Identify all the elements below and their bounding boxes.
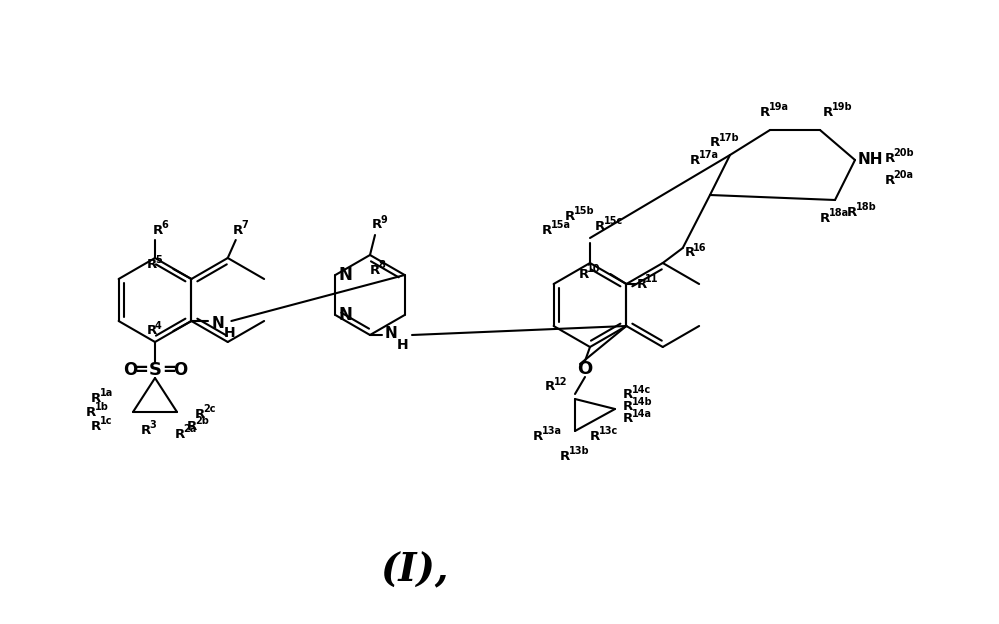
Text: 3: 3 bbox=[150, 420, 156, 430]
Text: 19b: 19b bbox=[831, 102, 852, 112]
Text: 12: 12 bbox=[553, 377, 567, 387]
Text: NH: NH bbox=[858, 152, 883, 167]
Text: R: R bbox=[147, 324, 157, 338]
Text: R: R bbox=[885, 152, 895, 165]
Text: O: O bbox=[173, 361, 187, 379]
Text: R: R bbox=[565, 210, 575, 223]
Text: S: S bbox=[149, 361, 162, 379]
Text: 18b: 18b bbox=[855, 202, 876, 212]
Text: 1c: 1c bbox=[100, 416, 112, 426]
Text: 14c: 14c bbox=[631, 385, 650, 395]
Text: 6: 6 bbox=[162, 220, 168, 230]
Text: R: R bbox=[86, 406, 96, 419]
Text: 9: 9 bbox=[381, 215, 388, 225]
Text: 19a: 19a bbox=[768, 102, 788, 112]
Text: 2b: 2b bbox=[196, 416, 210, 426]
Text: R: R bbox=[760, 105, 770, 119]
Text: 11: 11 bbox=[645, 274, 658, 284]
Text: 18a: 18a bbox=[828, 208, 848, 218]
Text: 15c: 15c bbox=[603, 216, 622, 226]
Text: 13c: 13c bbox=[598, 426, 617, 436]
Text: R: R bbox=[147, 258, 157, 271]
Text: R: R bbox=[820, 212, 830, 225]
Text: R: R bbox=[195, 407, 205, 421]
Text: 5: 5 bbox=[155, 255, 162, 265]
Text: N: N bbox=[339, 266, 353, 284]
Text: =: = bbox=[134, 361, 148, 379]
Text: N: N bbox=[339, 306, 353, 324]
Text: R: R bbox=[153, 223, 163, 236]
Text: R: R bbox=[533, 429, 543, 442]
Text: =: = bbox=[162, 361, 176, 379]
Text: N: N bbox=[385, 326, 398, 341]
Text: R: R bbox=[590, 429, 600, 442]
Text: 7: 7 bbox=[241, 220, 248, 230]
Text: 2c: 2c bbox=[204, 404, 216, 414]
Text: 4: 4 bbox=[155, 321, 162, 331]
Text: R: R bbox=[187, 419, 197, 432]
Text: 17a: 17a bbox=[698, 150, 718, 160]
Text: R: R bbox=[91, 391, 101, 404]
Text: R: R bbox=[578, 268, 588, 281]
Text: R: R bbox=[141, 424, 151, 437]
Text: R: R bbox=[623, 389, 633, 401]
Text: R: R bbox=[847, 205, 857, 218]
Text: 20b: 20b bbox=[893, 148, 914, 158]
Text: H: H bbox=[397, 338, 409, 352]
Text: R: R bbox=[636, 278, 646, 291]
Text: 13a: 13a bbox=[541, 426, 561, 436]
Text: 15a: 15a bbox=[550, 220, 570, 230]
Text: H: H bbox=[224, 326, 235, 340]
Text: 15b: 15b bbox=[573, 206, 594, 216]
Text: O: O bbox=[123, 361, 137, 379]
Text: 17b: 17b bbox=[718, 133, 739, 143]
Text: 10: 10 bbox=[586, 264, 600, 274]
Text: 14a: 14a bbox=[631, 409, 651, 419]
Text: R: R bbox=[233, 223, 243, 236]
Text: (I),: (I), bbox=[381, 551, 450, 589]
Text: 2a: 2a bbox=[184, 424, 197, 434]
Text: R: R bbox=[372, 218, 383, 232]
Text: 1b: 1b bbox=[95, 402, 108, 412]
Text: R: R bbox=[175, 427, 185, 441]
Text: 14b: 14b bbox=[631, 397, 652, 407]
Text: R: R bbox=[690, 154, 700, 167]
Text: R: R bbox=[370, 263, 380, 276]
Text: R: R bbox=[885, 173, 895, 187]
Text: R: R bbox=[823, 105, 833, 119]
Text: 16: 16 bbox=[693, 243, 706, 253]
Text: R: R bbox=[545, 381, 555, 394]
Text: R: R bbox=[560, 449, 570, 462]
Text: 20a: 20a bbox=[893, 170, 913, 180]
Text: R: R bbox=[623, 412, 633, 426]
Text: 8: 8 bbox=[379, 260, 385, 270]
Text: R: R bbox=[710, 137, 720, 150]
Text: O: O bbox=[577, 360, 592, 378]
Text: R: R bbox=[684, 246, 695, 260]
Text: R: R bbox=[623, 401, 633, 414]
Text: N: N bbox=[212, 316, 224, 331]
Text: R: R bbox=[595, 220, 605, 233]
Text: 1a: 1a bbox=[100, 388, 113, 398]
Text: R: R bbox=[91, 419, 101, 432]
Text: 13b: 13b bbox=[568, 446, 589, 456]
Text: R: R bbox=[542, 223, 552, 236]
